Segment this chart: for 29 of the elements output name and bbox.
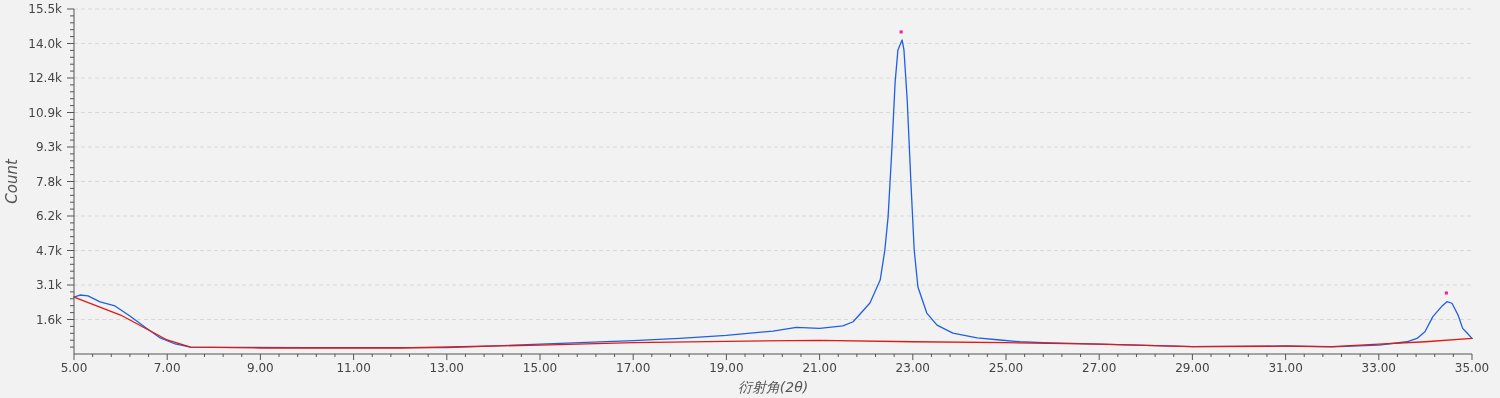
x-tick-label: 31.00 xyxy=(1268,361,1303,375)
y-tick-label: 10.9k xyxy=(28,105,63,120)
x-tick-label: 13.00 xyxy=(429,361,464,375)
x-tick-label: 11.00 xyxy=(336,361,371,375)
y-tick-label: 1.6k xyxy=(35,312,63,327)
x-tick-label: 17.00 xyxy=(616,361,651,375)
x-tick-label: 33.00 xyxy=(1361,361,1396,375)
x-tick-label: 29.00 xyxy=(1175,361,1210,375)
x-tick-label: 19.00 xyxy=(709,361,744,375)
x-tick-label: 35.00 xyxy=(1454,361,1490,375)
x-axis-title: 衍射角(2θ) xyxy=(737,379,809,395)
x-tick-label: 21.00 xyxy=(802,361,837,375)
x-tick-label: 9.00 xyxy=(247,361,274,375)
x-tick-label: 27.00 xyxy=(1082,361,1117,375)
y-tick-label: 14.0k xyxy=(28,36,63,51)
x-tick-label: 23.00 xyxy=(895,361,930,375)
x-tick-label: 15.00 xyxy=(522,361,558,375)
y-tick-label: 9.3k xyxy=(35,140,63,154)
y-tick-label: 15.5k xyxy=(28,2,63,16)
y-axis-title: Count xyxy=(3,158,21,204)
y-tick-label: 6.2k xyxy=(35,209,63,223)
x-tick-label: 7.00 xyxy=(153,361,181,375)
y-tick-label: 4.7k xyxy=(35,243,63,258)
y-tick-label: 12.4k xyxy=(28,71,63,85)
y-tick-label: 3.1k xyxy=(35,278,63,292)
x-tick-label: 5.00 xyxy=(60,361,88,375)
x-tick-label: 25.00 xyxy=(988,361,1024,375)
line-series xyxy=(73,296,1473,349)
y-tick-label: 7.8k xyxy=(35,174,63,189)
